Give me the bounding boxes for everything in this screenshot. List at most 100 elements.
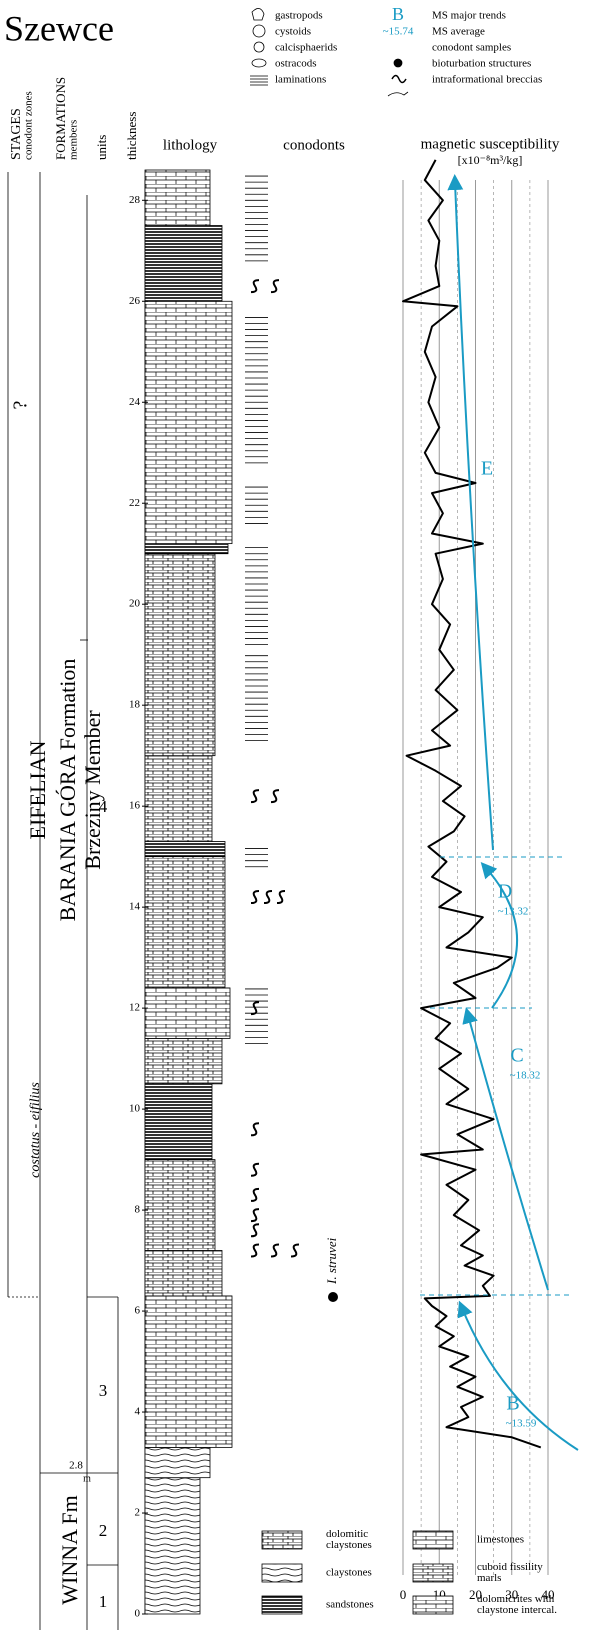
legend-swatch	[261, 1530, 303, 1550]
bioturbation-symbol	[270, 279, 280, 294]
lithology-bed	[144, 169, 211, 226]
unit-label: 4	[99, 797, 108, 816]
zone-label: costatus - eifilius	[28, 1082, 43, 1178]
column-header: thickness	[124, 112, 139, 160]
lithology-bed	[144, 1446, 211, 1479]
lithology-bed	[144, 1477, 201, 1615]
conodont-sample-dot	[328, 1292, 338, 1302]
thickness-tick-label: 12	[129, 1002, 140, 1014]
legend-label: cystoids	[275, 26, 311, 38]
unit-label: 3	[99, 1381, 108, 1400]
legend-label: dolomicrites with	[477, 1593, 555, 1605]
title: Szewce	[4, 8, 114, 48]
bioturbation-symbol	[250, 1122, 260, 1137]
bioturbation-symbol	[250, 890, 260, 905]
legend-icons	[250, 8, 409, 97]
conodont-symbols	[245, 175, 300, 1258]
lamination-symbol	[245, 486, 268, 524]
trend-arrows	[420, 174, 579, 1451]
thickness-tick-label: 2	[135, 1507, 141, 1519]
legend-label: claystone intercal.	[477, 1604, 557, 1616]
bioturbation-symbol	[250, 1208, 260, 1223]
column-header: conodonts	[283, 137, 345, 153]
thickness-tick-label: 4	[135, 1406, 141, 1418]
column-header: lithology	[163, 137, 218, 153]
legend-swatch	[261, 1595, 303, 1615]
lithology-bed	[144, 755, 213, 842]
thickness-tick-label: 8	[135, 1204, 141, 1216]
lamination-symbol	[245, 547, 268, 646]
column-header: members	[68, 120, 80, 160]
legend-swatch	[412, 1530, 454, 1550]
bioturbation-symbol	[250, 1223, 260, 1238]
thickness-tick-label: 24	[129, 396, 141, 408]
lithology-bed	[144, 1159, 216, 1251]
boundary-label: 2.8	[69, 1460, 83, 1472]
lithology-bed	[144, 856, 226, 989]
column-header: conodont zones	[23, 91, 35, 160]
legend-label: cuboid fissility	[477, 1561, 543, 1573]
thickness-tick-label: 6	[135, 1305, 141, 1317]
legend-label: claystones	[326, 1567, 372, 1579]
stage-label: ?	[10, 400, 32, 409]
bioturbation-symbol	[250, 1162, 260, 1177]
formation-label: WINNA Fm	[57, 1495, 82, 1604]
column-header: magnetic susceptibility	[421, 136, 560, 152]
lamination-symbol	[245, 988, 268, 1044]
legend-label: gastropods	[275, 10, 323, 22]
bioturbation-symbol	[276, 890, 286, 905]
thickness-tick-label: 22	[129, 497, 140, 509]
conodont-sample-label: I. struvei	[324, 1237, 339, 1285]
trend-label: D	[498, 881, 512, 903]
bioturbation-symbol	[250, 1187, 260, 1202]
legend-swatch	[412, 1595, 454, 1615]
trend-average: ~18.32	[510, 1070, 541, 1082]
column-header: [x10⁻⁸m³/kg]	[458, 153, 523, 167]
thickness-tick-label: 26	[129, 295, 141, 307]
bioturbation-symbol	[250, 1243, 260, 1258]
trend-label: B	[506, 1393, 519, 1415]
legend-symbol: B	[392, 4, 404, 24]
legend-label: sandstones	[326, 1599, 374, 1611]
lamination-symbol	[245, 848, 268, 868]
bioturbation-symbol	[290, 1243, 300, 1258]
lithology-bed	[144, 1250, 223, 1297]
legend-label: intraformational breccias	[432, 74, 542, 86]
lithology-column	[144, 169, 233, 1615]
column-header: units	[94, 135, 109, 160]
lithology-bed	[144, 553, 216, 757]
x-tick-label: 0	[400, 1587, 407, 1602]
thickness-tick-label: 16	[129, 800, 141, 812]
lithology-bed	[144, 987, 231, 1039]
x-tick-label: 30	[505, 1587, 518, 1602]
trend-average: ~13.32	[498, 906, 529, 918]
ms-panel: 0 10 20 30 40	[400, 159, 555, 1602]
legend-label: conodont samples	[432, 42, 511, 54]
ms-curve	[402, 159, 542, 1449]
trend-average: ~13.59	[506, 1418, 537, 1430]
lamination-symbol	[245, 317, 268, 464]
x-tick-label: 40	[542, 1587, 555, 1602]
legend-swatch	[261, 1563, 303, 1583]
bioturbation-symbol	[270, 1243, 280, 1258]
legend-label: calcisphaerids	[275, 42, 337, 54]
legend-label: dolomitic	[326, 1528, 368, 1540]
legend-label: bioturbation structures	[432, 58, 531, 70]
trend-label: E	[481, 458, 493, 480]
thickness-tick-label: 20	[129, 598, 141, 610]
column-header: STAGES	[9, 108, 24, 160]
legend-label: limestones	[477, 1534, 524, 1546]
lithology-bed	[144, 1038, 223, 1085]
formation-label: BARANIA GÓRA Formation	[55, 659, 80, 922]
legend-label: claystones	[326, 1539, 372, 1551]
lithology-bed	[144, 1083, 213, 1160]
legend-label: ostracods	[275, 58, 317, 70]
legend-label: laminations	[275, 74, 326, 86]
member-label: Brzeziny Member	[80, 710, 105, 870]
unit-label: 2	[99, 1521, 108, 1540]
trend-label: C	[510, 1045, 523, 1067]
x-tick-label: 20	[469, 1587, 482, 1602]
unit-label: 1	[99, 1592, 108, 1611]
legend-symbol: ~15.74	[383, 26, 414, 38]
